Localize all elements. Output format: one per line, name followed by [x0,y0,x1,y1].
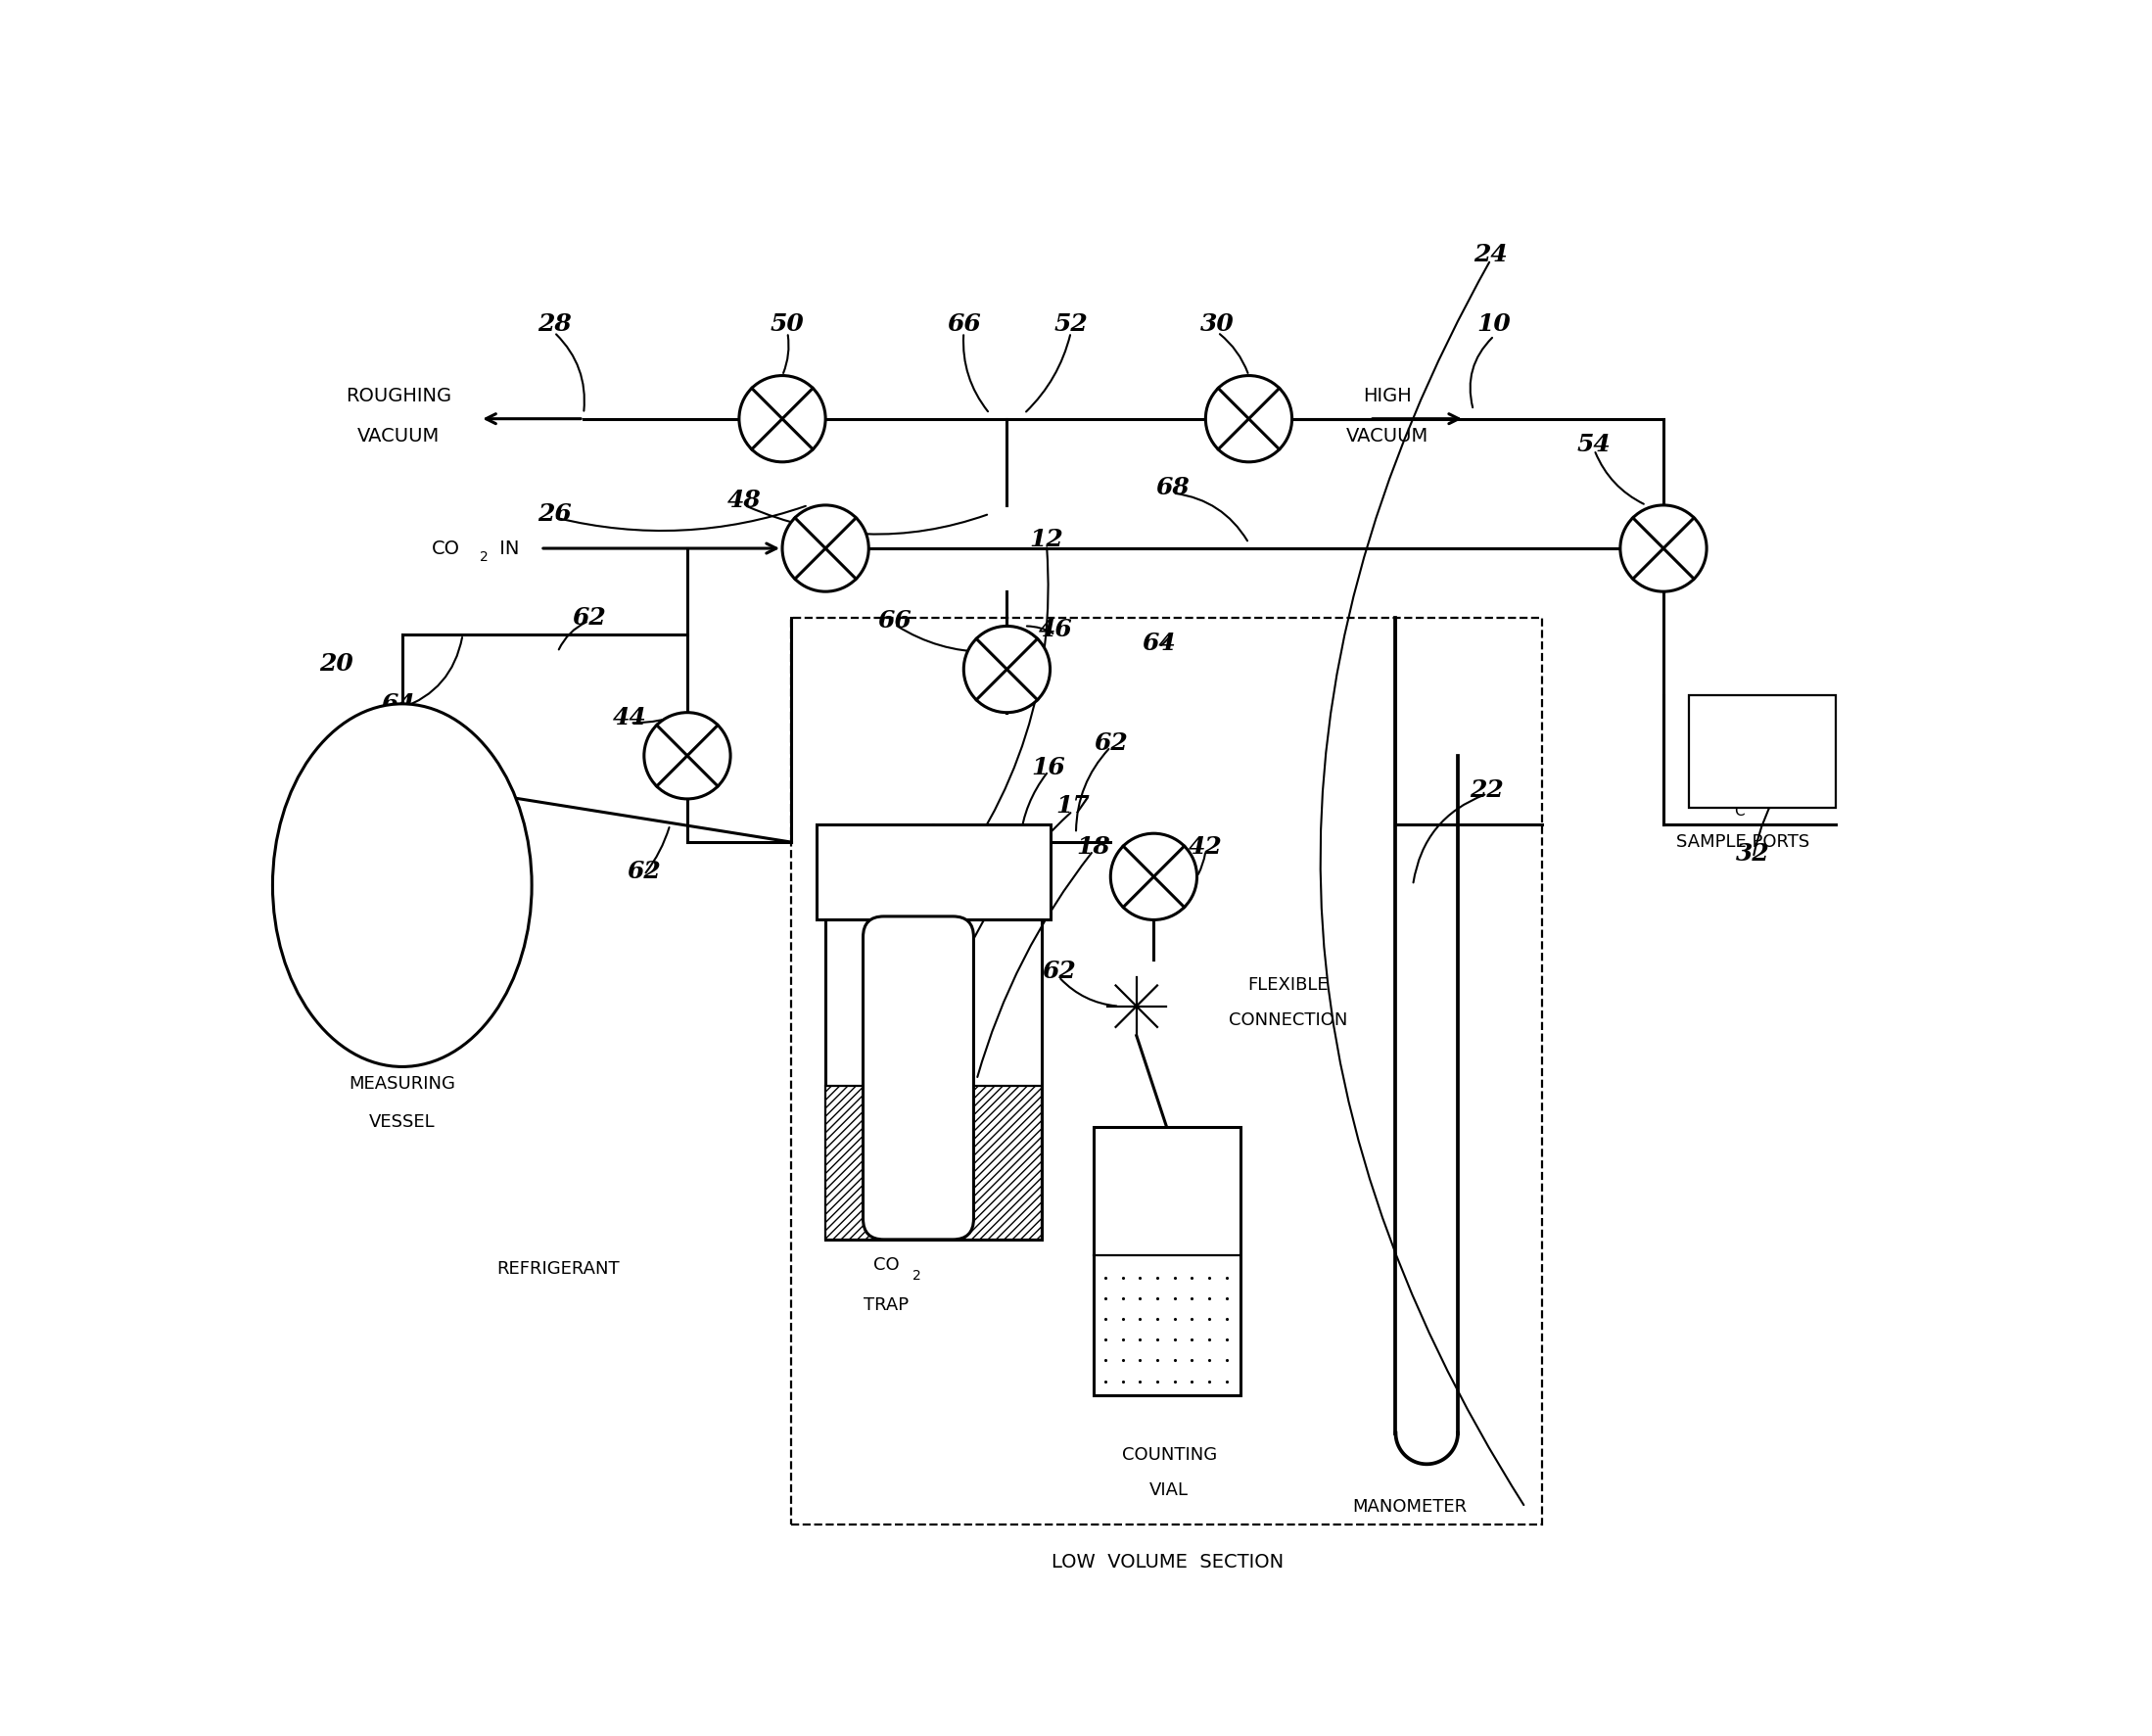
Text: MANOMETER: MANOMETER [1351,1498,1468,1516]
Ellipse shape [273,703,532,1066]
Text: 18: 18 [1076,835,1110,859]
Circle shape [1620,505,1707,592]
Text: CO: CO [874,1257,900,1274]
Text: 28: 28 [538,312,570,335]
Circle shape [1110,833,1197,920]
Text: SAMPLE PORTS: SAMPLE PORTS [1676,833,1810,851]
Text: VESSEL: VESSEL [370,1113,435,1130]
Text: VACUUM: VACUUM [1345,427,1429,446]
Text: 46: 46 [1037,618,1072,641]
Circle shape [643,712,730,799]
Text: 2: 2 [912,1269,921,1283]
Text: X: X [1694,759,1707,778]
Text: 32: 32 [1737,842,1771,866]
Text: 64: 64 [381,693,415,715]
Circle shape [964,627,1050,712]
Text: 12: 12 [1029,528,1063,552]
Text: COUNTING: COUNTING [1121,1446,1216,1463]
Text: 30: 30 [1201,312,1235,335]
Text: IN: IN [493,540,519,557]
Text: 68: 68 [1156,476,1190,500]
Circle shape [783,505,869,592]
Text: 54: 54 [1577,432,1612,457]
Text: C: C [1735,804,1745,818]
Text: 10: 10 [1476,312,1511,335]
Bar [1093,1127,1240,1396]
Circle shape [1205,375,1291,462]
Text: 2: 2 [480,550,489,564]
Text: 52: 52 [1054,312,1087,335]
Text: 17: 17 [1054,793,1089,818]
Bar [792,618,1543,1524]
Text: CONNECTION: CONNECTION [1229,1012,1347,1029]
Text: 66: 66 [947,312,981,335]
Text: VIAL: VIAL [1149,1481,1188,1498]
Text: MEASURING: MEASURING [349,1075,456,1092]
Text: 62: 62 [572,606,607,628]
Text: 20: 20 [318,653,353,675]
Text: 22: 22 [1470,778,1504,802]
Bar [826,920,1042,1240]
Text: 26: 26 [538,502,570,526]
Text: TRAP: TRAP [863,1297,908,1314]
Text: 62: 62 [626,859,661,884]
Bar [1689,694,1836,807]
FancyBboxPatch shape [863,917,973,1240]
Text: 50: 50 [770,312,805,335]
Circle shape [738,375,826,462]
Text: ROUGHING: ROUGHING [346,387,452,406]
Text: 62: 62 [1042,960,1076,983]
Text: 62: 62 [1093,733,1128,755]
Text: 24: 24 [1474,243,1509,266]
Text: HIGH: HIGH [1362,387,1412,406]
Text: X: X [1782,759,1795,778]
Text: REFRIGERANT: REFRIGERANT [497,1260,620,1278]
Bar [826,1087,1042,1240]
Text: 16: 16 [1031,757,1065,779]
Text: 64: 64 [1143,632,1175,654]
Text: LOW  VOLUME  SECTION: LOW VOLUME SECTION [1052,1554,1283,1571]
Text: 42: 42 [1188,835,1222,859]
Bar [818,825,1050,920]
Text: 44: 44 [613,707,648,729]
Text: FLEXIBLE: FLEXIBLE [1248,977,1330,995]
Text: 48: 48 [727,488,762,512]
Text: $^{13}$: $^{13}$ [1707,797,1722,811]
Text: 66: 66 [878,609,912,632]
Text: VACUUM: VACUUM [357,427,439,446]
Text: CO: CO [433,540,461,557]
